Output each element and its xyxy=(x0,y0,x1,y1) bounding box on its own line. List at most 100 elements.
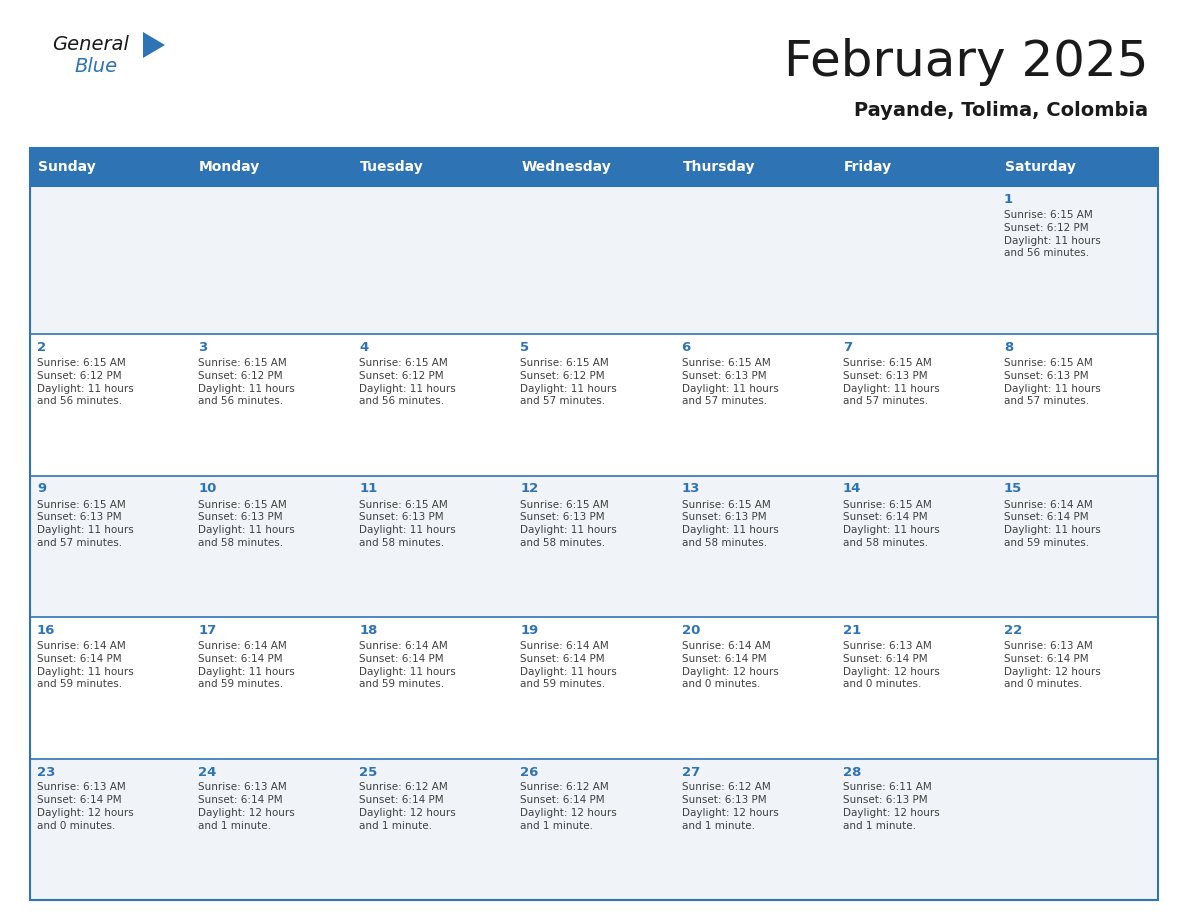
Text: 4: 4 xyxy=(359,341,368,354)
Bar xyxy=(353,617,513,758)
Text: Monday: Monday xyxy=(200,160,260,174)
Text: Sunrise: 6:13 AM
Sunset: 6:14 PM
Daylight: 12 hours
and 0 minutes.: Sunrise: 6:13 AM Sunset: 6:14 PM Dayligh… xyxy=(842,641,940,689)
Text: Sunrise: 6:13 AM
Sunset: 6:14 PM
Daylight: 12 hours
and 1 minute.: Sunrise: 6:13 AM Sunset: 6:14 PM Dayligh… xyxy=(198,782,295,831)
Text: Sunrise: 6:15 AM
Sunset: 6:12 PM
Daylight: 11 hours
and 56 minutes.: Sunrise: 6:15 AM Sunset: 6:12 PM Dayligh… xyxy=(359,358,456,407)
Bar xyxy=(353,758,513,900)
Bar xyxy=(30,148,1158,900)
Bar xyxy=(30,148,191,186)
Text: 12: 12 xyxy=(520,483,538,496)
Text: Sunrise: 6:12 AM
Sunset: 6:13 PM
Daylight: 12 hours
and 1 minute.: Sunrise: 6:12 AM Sunset: 6:13 PM Dayligh… xyxy=(682,782,778,831)
Text: 25: 25 xyxy=(359,766,378,778)
Bar xyxy=(353,476,513,617)
Text: General: General xyxy=(52,36,128,54)
Bar xyxy=(675,148,835,186)
Bar xyxy=(191,617,353,758)
Text: Wednesday: Wednesday xyxy=(522,160,611,174)
Bar xyxy=(30,186,191,334)
Text: Friday: Friday xyxy=(843,160,892,174)
Text: Sunrise: 6:15 AM
Sunset: 6:13 PM
Daylight: 11 hours
and 57 minutes.: Sunrise: 6:15 AM Sunset: 6:13 PM Dayligh… xyxy=(1004,358,1100,407)
Bar xyxy=(835,148,997,186)
Bar xyxy=(997,148,1158,186)
Bar xyxy=(835,186,997,334)
Text: Sunday: Sunday xyxy=(38,160,96,174)
Text: 16: 16 xyxy=(37,624,56,637)
Bar xyxy=(30,476,191,617)
Text: 5: 5 xyxy=(520,341,530,354)
Text: Sunrise: 6:15 AM
Sunset: 6:13 PM
Daylight: 11 hours
and 57 minutes.: Sunrise: 6:15 AM Sunset: 6:13 PM Dayligh… xyxy=(682,358,778,407)
Text: Sunrise: 6:12 AM
Sunset: 6:14 PM
Daylight: 12 hours
and 1 minute.: Sunrise: 6:12 AM Sunset: 6:14 PM Dayligh… xyxy=(359,782,456,831)
Text: 22: 22 xyxy=(1004,624,1022,637)
Text: 6: 6 xyxy=(682,341,690,354)
Text: Sunrise: 6:15 AM
Sunset: 6:13 PM
Daylight: 11 hours
and 58 minutes.: Sunrise: 6:15 AM Sunset: 6:13 PM Dayligh… xyxy=(682,499,778,548)
Text: 11: 11 xyxy=(359,483,378,496)
Text: Sunrise: 6:14 AM
Sunset: 6:14 PM
Daylight: 11 hours
and 59 minutes.: Sunrise: 6:14 AM Sunset: 6:14 PM Dayligh… xyxy=(520,641,618,689)
Text: 14: 14 xyxy=(842,483,861,496)
Text: Sunrise: 6:14 AM
Sunset: 6:14 PM
Daylight: 11 hours
and 59 minutes.: Sunrise: 6:14 AM Sunset: 6:14 PM Dayligh… xyxy=(1004,499,1100,548)
Text: Sunrise: 6:14 AM
Sunset: 6:14 PM
Daylight: 11 hours
and 59 minutes.: Sunrise: 6:14 AM Sunset: 6:14 PM Dayligh… xyxy=(37,641,134,689)
Bar xyxy=(835,617,997,758)
Bar xyxy=(353,186,513,334)
Text: 7: 7 xyxy=(842,341,852,354)
Bar xyxy=(191,334,353,476)
Bar xyxy=(675,186,835,334)
Polygon shape xyxy=(143,32,165,58)
Bar xyxy=(513,186,675,334)
Text: Payande, Tolima, Colombia: Payande, Tolima, Colombia xyxy=(854,100,1148,119)
Bar xyxy=(997,186,1158,334)
Text: 3: 3 xyxy=(198,341,208,354)
Text: Sunrise: 6:15 AM
Sunset: 6:12 PM
Daylight: 11 hours
and 56 minutes.: Sunrise: 6:15 AM Sunset: 6:12 PM Dayligh… xyxy=(37,358,134,407)
Text: Thursday: Thursday xyxy=(683,160,756,174)
Text: 23: 23 xyxy=(37,766,56,778)
Bar xyxy=(353,334,513,476)
Bar xyxy=(191,148,353,186)
Text: 17: 17 xyxy=(198,624,216,637)
Text: Sunrise: 6:12 AM
Sunset: 6:14 PM
Daylight: 12 hours
and 1 minute.: Sunrise: 6:12 AM Sunset: 6:14 PM Dayligh… xyxy=(520,782,618,831)
Text: 20: 20 xyxy=(682,624,700,637)
Text: Sunrise: 6:14 AM
Sunset: 6:14 PM
Daylight: 12 hours
and 0 minutes.: Sunrise: 6:14 AM Sunset: 6:14 PM Dayligh… xyxy=(682,641,778,689)
Bar xyxy=(513,148,675,186)
Text: Sunrise: 6:15 AM
Sunset: 6:13 PM
Daylight: 11 hours
and 58 minutes.: Sunrise: 6:15 AM Sunset: 6:13 PM Dayligh… xyxy=(520,499,618,548)
Text: 10: 10 xyxy=(198,483,216,496)
Bar xyxy=(675,617,835,758)
Text: 13: 13 xyxy=(682,483,700,496)
Text: 8: 8 xyxy=(1004,341,1013,354)
Text: Saturday: Saturday xyxy=(1005,160,1075,174)
Bar xyxy=(191,186,353,334)
Bar xyxy=(30,334,191,476)
Text: Sunrise: 6:11 AM
Sunset: 6:13 PM
Daylight: 12 hours
and 1 minute.: Sunrise: 6:11 AM Sunset: 6:13 PM Dayligh… xyxy=(842,782,940,831)
Text: 26: 26 xyxy=(520,766,539,778)
Bar xyxy=(191,758,353,900)
Text: Blue: Blue xyxy=(74,58,118,76)
Text: Sunrise: 6:15 AM
Sunset: 6:13 PM
Daylight: 11 hours
and 58 minutes.: Sunrise: 6:15 AM Sunset: 6:13 PM Dayligh… xyxy=(359,499,456,548)
Text: Sunrise: 6:15 AM
Sunset: 6:13 PM
Daylight: 11 hours
and 57 minutes.: Sunrise: 6:15 AM Sunset: 6:13 PM Dayligh… xyxy=(842,358,940,407)
Text: Sunrise: 6:14 AM
Sunset: 6:14 PM
Daylight: 11 hours
and 59 minutes.: Sunrise: 6:14 AM Sunset: 6:14 PM Dayligh… xyxy=(359,641,456,689)
Bar xyxy=(835,334,997,476)
Bar xyxy=(675,476,835,617)
Bar xyxy=(997,476,1158,617)
Text: Sunrise: 6:15 AM
Sunset: 6:12 PM
Daylight: 11 hours
and 57 minutes.: Sunrise: 6:15 AM Sunset: 6:12 PM Dayligh… xyxy=(520,358,618,407)
Bar xyxy=(997,758,1158,900)
Text: 28: 28 xyxy=(842,766,861,778)
Bar xyxy=(513,758,675,900)
Text: Sunrise: 6:14 AM
Sunset: 6:14 PM
Daylight: 11 hours
and 59 minutes.: Sunrise: 6:14 AM Sunset: 6:14 PM Dayligh… xyxy=(198,641,295,689)
Text: 15: 15 xyxy=(1004,483,1022,496)
Text: 1: 1 xyxy=(1004,193,1013,206)
Text: Sunrise: 6:13 AM
Sunset: 6:14 PM
Daylight: 12 hours
and 0 minutes.: Sunrise: 6:13 AM Sunset: 6:14 PM Dayligh… xyxy=(37,782,134,831)
Text: 21: 21 xyxy=(842,624,861,637)
Text: Sunrise: 6:15 AM
Sunset: 6:14 PM
Daylight: 11 hours
and 58 minutes.: Sunrise: 6:15 AM Sunset: 6:14 PM Dayligh… xyxy=(842,499,940,548)
Bar xyxy=(353,148,513,186)
Bar xyxy=(513,334,675,476)
Bar xyxy=(30,617,191,758)
Text: Sunrise: 6:15 AM
Sunset: 6:12 PM
Daylight: 11 hours
and 56 minutes.: Sunrise: 6:15 AM Sunset: 6:12 PM Dayligh… xyxy=(1004,210,1100,258)
Text: Sunrise: 6:13 AM
Sunset: 6:14 PM
Daylight: 12 hours
and 0 minutes.: Sunrise: 6:13 AM Sunset: 6:14 PM Dayligh… xyxy=(1004,641,1100,689)
Bar xyxy=(675,758,835,900)
Text: February 2025: February 2025 xyxy=(784,38,1148,86)
Text: 9: 9 xyxy=(37,483,46,496)
Bar xyxy=(997,617,1158,758)
Bar xyxy=(513,617,675,758)
Text: Sunrise: 6:15 AM
Sunset: 6:13 PM
Daylight: 11 hours
and 57 minutes.: Sunrise: 6:15 AM Sunset: 6:13 PM Dayligh… xyxy=(37,499,134,548)
Bar xyxy=(997,334,1158,476)
Bar xyxy=(835,758,997,900)
Text: 18: 18 xyxy=(359,624,378,637)
Bar xyxy=(513,476,675,617)
